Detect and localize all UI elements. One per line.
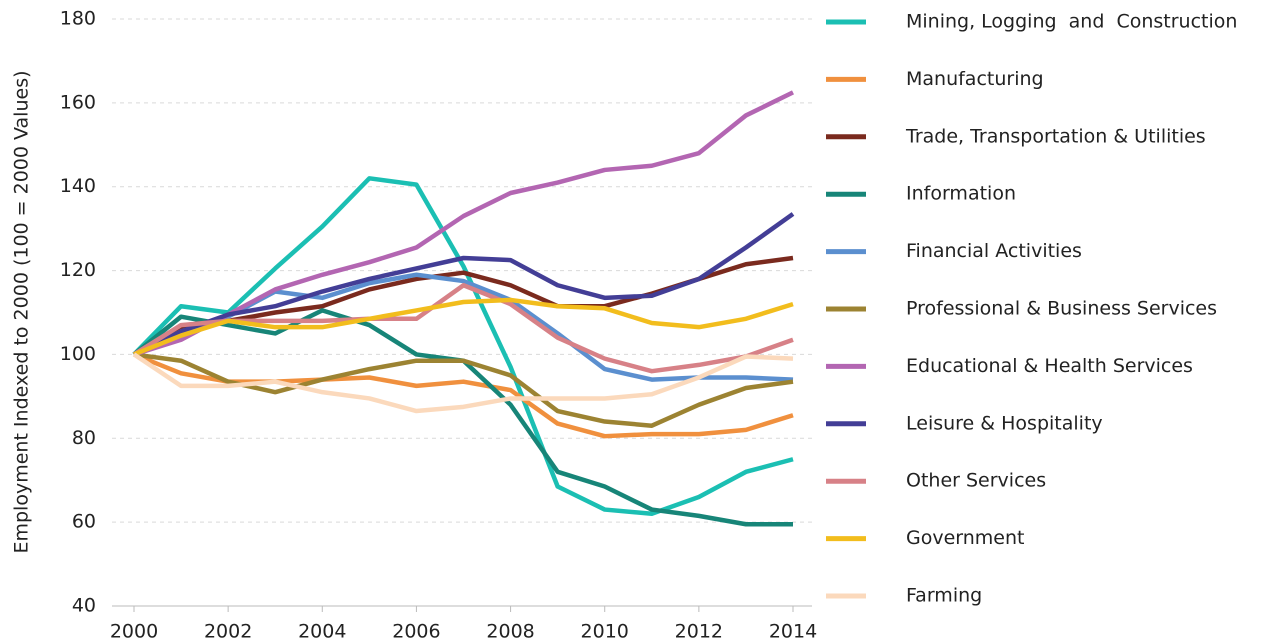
x-tick-label: 2010: [581, 621, 629, 643]
series-line: [132, 176, 794, 517]
legend-label: Information: [906, 183, 1016, 205]
legend-label: Government: [906, 527, 1025, 549]
y-tick-label: 140: [60, 175, 96, 197]
legend-label: Educational & Health Services: [906, 355, 1193, 377]
series-line: [133, 90, 794, 357]
x-tick-label: 2002: [204, 621, 252, 643]
series-line: [132, 308, 793, 527]
legend-label: Mining, Logging and Construction: [906, 11, 1237, 33]
y-tick-label: 100: [60, 343, 96, 365]
legend-label: Professional & Business Services: [906, 298, 1217, 320]
x-tick-label: 2014: [769, 621, 817, 643]
legend-label: Manufacturing: [906, 68, 1044, 90]
series-line: [132, 352, 794, 414]
y-tick-label: 160: [60, 91, 96, 113]
series-line: [133, 297, 794, 357]
legend-label: Leisure & Hospitality: [906, 412, 1103, 434]
y-tick-label: 180: [60, 8, 96, 30]
legend-label: Trade, Transportation & Utilities: [905, 125, 1206, 147]
series-line: [133, 352, 794, 439]
legend-label: Financial Activities: [906, 240, 1082, 262]
x-tick-label: 2008: [486, 621, 534, 643]
x-tick-label: 2012: [675, 621, 723, 643]
y-tick-label: 120: [60, 259, 96, 281]
y-tick-label: 60: [72, 511, 96, 533]
x-tick-label: 2006: [392, 621, 440, 643]
legend-label: Other Services: [906, 470, 1046, 492]
x-tick-label: 2004: [298, 621, 346, 643]
y-tick-label: 40: [72, 595, 96, 617]
y-axis-label: Employment Indexed to 2000 (100 = 2000 V…: [11, 70, 33, 553]
legend-label: Farming: [906, 585, 982, 607]
series-line: [133, 212, 795, 357]
x-tick-label: 2000: [110, 621, 158, 643]
y-tick-label: 80: [72, 427, 96, 449]
